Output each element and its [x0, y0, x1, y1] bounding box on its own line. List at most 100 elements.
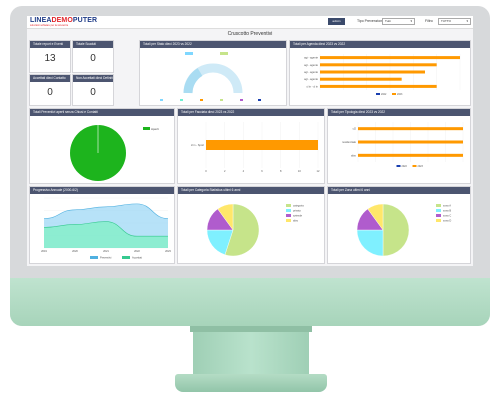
category-label: agt - agente [304, 77, 318, 81]
gauge-panel-title: Totali per Stato dieci 2023 vs 2022 [140, 41, 286, 48]
x-tick-label: 10 [298, 169, 301, 173]
filter-select[interactable]: TUTTO ▾ [438, 18, 471, 25]
filter-type-select[interactable]: Tutti ▾ [382, 18, 415, 25]
stat-closed-card: Accettati dieci Contatto 0 [29, 74, 71, 106]
monitor-foot [175, 374, 327, 392]
line-Accettati [43, 221, 168, 237]
x-tick-label: 6 [261, 169, 263, 173]
app-logo[interactable]: LINEADEMOPUTER [30, 17, 97, 24]
category-label: agt - agente [304, 70, 318, 74]
bar-2023 [358, 127, 463, 131]
stat-total-title: Totale report e Eventi [30, 41, 70, 48]
gauge-legend-swatch-b [220, 52, 228, 55]
zone-panel-title: Totali per Zona ultimi 6 anni [328, 187, 470, 194]
pie-slice [224, 203, 260, 257]
bar-2023 [320, 63, 437, 67]
gauge-arc [183, 68, 203, 94]
category-label: altro [351, 153, 357, 157]
bar-2023 [358, 153, 463, 157]
gauge-legend-swatch-a [185, 52, 193, 55]
logo-text: LINEA [30, 17, 52, 24]
legend-label: zona B [443, 209, 451, 213]
facade-panel-title: Totali per Facciata dieci 2023 vs 2022 [178, 109, 324, 116]
legend-swatch [286, 219, 291, 222]
agenda-panel: Totali per Agenda dieci 2023 vs 2022 agt… [289, 40, 471, 106]
category-label: agt - agente [304, 63, 318, 67]
filter-label: Filtro [425, 19, 433, 23]
gauge-chart [160, 52, 261, 101]
legend-label: zona D [443, 219, 451, 223]
legend-swatch [392, 93, 396, 95]
legend-swatch [412, 165, 417, 167]
legend-label: categoria [293, 204, 304, 208]
category-label: cl in - cl in [306, 84, 318, 88]
bar-2023 [320, 70, 425, 74]
trend-area-chart: 2019 2020 2021 2022 2023 Preventivi Accettati [41, 197, 171, 260]
logo-tagline: soluzioni software per la sicurezza [30, 24, 69, 27]
x-tick-label: 8 [280, 169, 282, 173]
filter-type-value: Tutti [385, 19, 391, 23]
legend-swatch [376, 93, 380, 95]
legend-label: privato [293, 209, 301, 213]
legend-swatch [90, 256, 98, 259]
pie-slice [382, 203, 410, 257]
legend-label: Accettati [132, 256, 142, 260]
filter-value: TUTTO [441, 19, 451, 23]
facade-panel: Totali per Facciata dieci 2023 vs 2022 0… [177, 108, 325, 184]
agenda-panel-title: Totali per Agenda dieci 2023 vs 2022 [290, 41, 470, 48]
stat-open-title: Totale Scaduti [73, 41, 113, 48]
bar-2023 [320, 84, 437, 88]
filter-type-label: Tipo Prevenzione [357, 19, 385, 23]
x-tick-label: 2021 [103, 249, 109, 253]
gauge-panel: Totali per Stato dieci 2023 vs 2022 [139, 40, 287, 106]
chevron-down-icon: ▾ [410, 19, 412, 23]
trend-panel: Progressivo Annuale (2000-6/2) 2019 2020 2… [29, 186, 175, 264]
x-tick-label: 2022 [134, 249, 140, 253]
category-label: residenziale [342, 140, 356, 144]
legend-swatch [436, 219, 441, 222]
x-tick-label: 2020 [72, 249, 78, 253]
user-button[interactable]: admin [328, 18, 345, 25]
legend-swatch [396, 165, 401, 167]
x-tick-label: 2 [224, 169, 226, 173]
category-label: agt - agente [304, 56, 318, 60]
legend-label: altro [293, 219, 299, 223]
category-panel: Totali per Categoria Statistica ultimi 6… [177, 186, 325, 264]
x-tick-label: 2019 [41, 249, 47, 253]
stat-total-card: Totale report e Eventi 13 [29, 40, 71, 73]
x-tick-label: 12 [317, 169, 320, 173]
logo-demo: DEMO [51, 17, 73, 24]
stat-closed-title: Accettati dieci Contatto [30, 75, 70, 82]
open-pie-panel: Totali Preventivi aperti senza Chiusi e … [29, 108, 175, 184]
legend-swatch [436, 209, 441, 212]
legend-swatch [436, 214, 441, 217]
facade-bar-chart: 0 2 4 6 8 10 12 cl in - Sport [191, 122, 320, 173]
category-label: cl2 [353, 127, 357, 131]
legend-label: aziende [293, 214, 303, 218]
bar-2023 [206, 140, 318, 150]
stat-total-value: 13 [44, 53, 56, 64]
stat-rejected-value: 0 [90, 87, 96, 98]
category-label: cl in - Sport [191, 143, 204, 147]
legend-swatch [286, 214, 291, 217]
legend-swatch [122, 256, 130, 259]
legend-label: zona A [443, 204, 451, 208]
pie-legend-swatch [143, 127, 150, 130]
legend-swatch [436, 204, 441, 207]
x-tick-label: 4 [243, 169, 245, 173]
legend-label: 2023 [418, 165, 424, 168]
bar-2023 [320, 56, 460, 60]
stat-open-card: Totale Scaduti 0 [72, 40, 114, 73]
pie-slice [367, 203, 384, 231]
legend-label: zona C [443, 214, 451, 218]
legend-label: Preventivi [100, 256, 112, 260]
agenda-bar-chart: agt - agente agt - agente agt - agente agt … [304, 54, 461, 96]
line-Preventivi [43, 203, 169, 219]
x-tick-label: 2023 [165, 249, 171, 253]
open-pie-chart: Aperti [70, 125, 159, 181]
category-panel-title: Totali per Categoria Statistica ultimi 6… [178, 187, 324, 194]
trend-panel-title: Progressivo Annuale (2000-6/2) [30, 187, 174, 194]
pie-slice [356, 229, 384, 257]
